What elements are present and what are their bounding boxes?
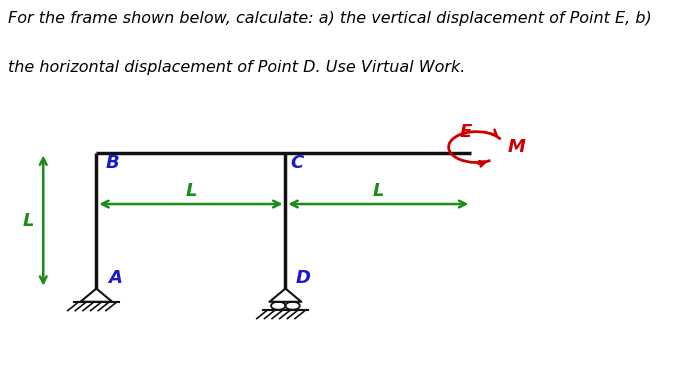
Text: C: C [290,154,304,172]
Text: A: A [108,269,122,287]
Text: M: M [508,138,525,156]
Text: D: D [296,269,311,287]
Text: B: B [106,154,119,172]
Text: L: L [372,182,384,200]
Text: E: E [460,123,472,141]
Text: L: L [23,211,35,230]
Text: For the frame shown below, calculate: a) the vertical displacement of Point E, b: For the frame shown below, calculate: a)… [8,11,652,26]
Text: L: L [185,182,196,200]
Text: the horizontal displacement of Point D. Use Virtual Work.: the horizontal displacement of Point D. … [8,60,466,75]
